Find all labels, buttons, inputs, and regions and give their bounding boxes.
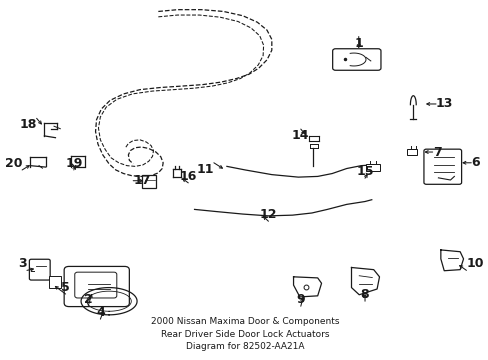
Text: 16: 16 (179, 170, 197, 183)
Text: 19: 19 (65, 157, 82, 170)
Text: 11: 11 (196, 163, 213, 176)
Text: 4: 4 (96, 306, 104, 319)
FancyBboxPatch shape (29, 259, 50, 280)
Text: 7: 7 (432, 145, 441, 158)
FancyBboxPatch shape (423, 149, 461, 184)
Text: 15: 15 (356, 165, 373, 178)
Text: 2000 Nissan Maxima Door & Components
Rear Driver Side Door Lock Actuators
Diagra: 2000 Nissan Maxima Door & Components Rea… (151, 318, 339, 351)
Text: 9: 9 (296, 293, 305, 306)
Text: 20: 20 (4, 157, 22, 170)
FancyBboxPatch shape (64, 266, 129, 307)
Text: 6: 6 (470, 156, 479, 169)
Text: 12: 12 (259, 208, 277, 221)
Text: 8: 8 (360, 288, 368, 301)
Text: 1: 1 (354, 37, 363, 50)
Text: 17: 17 (133, 174, 150, 187)
Bar (366, 164, 379, 171)
FancyBboxPatch shape (332, 49, 380, 70)
Text: 2: 2 (84, 293, 93, 306)
Text: 13: 13 (435, 98, 452, 111)
Bar (142, 175, 156, 188)
Text: 18: 18 (19, 118, 37, 131)
Bar (49, 276, 61, 288)
Bar (406, 149, 416, 155)
Text: 10: 10 (466, 257, 483, 270)
Text: 14: 14 (291, 129, 309, 142)
Text: 3: 3 (19, 257, 27, 270)
Text: 5: 5 (61, 281, 70, 294)
